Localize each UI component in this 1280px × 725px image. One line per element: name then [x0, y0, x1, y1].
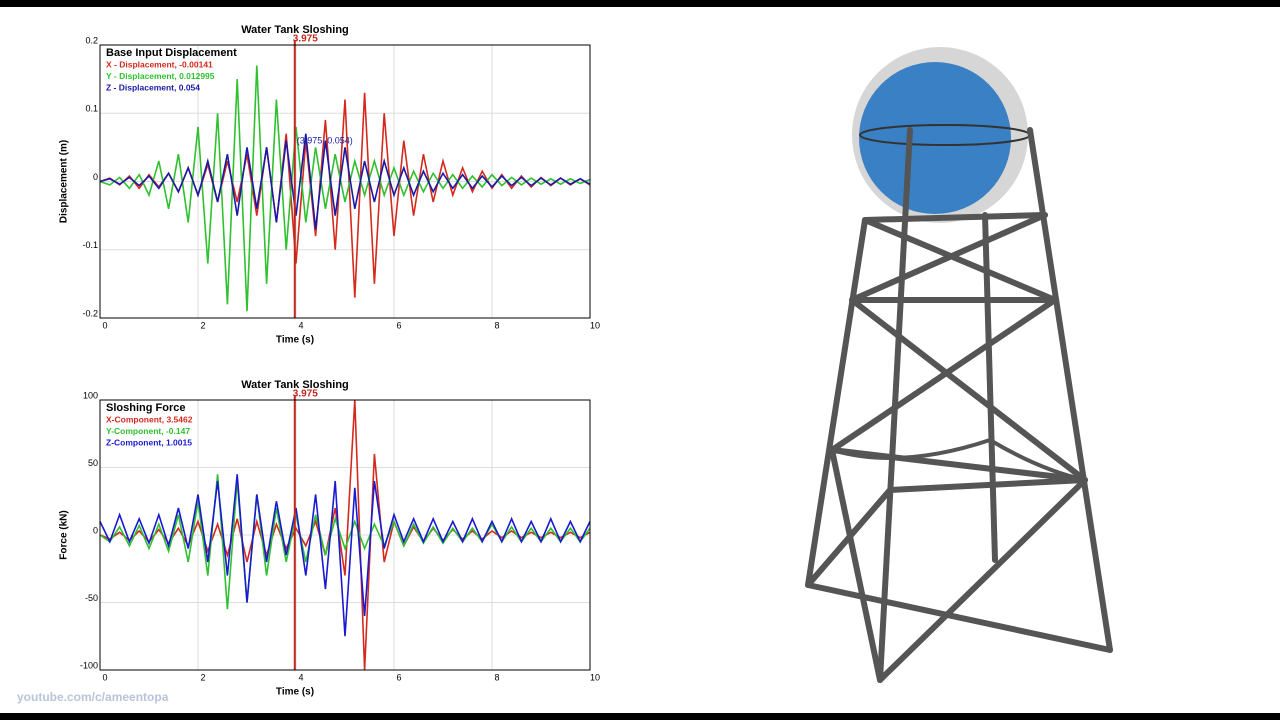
series-line	[99, 65, 591, 312]
legend-title: Base Input Displacement	[106, 47, 237, 59]
series-line	[99, 133, 591, 230]
y-tick-label: 0	[93, 172, 98, 182]
y-tick-label: -0.2	[82, 308, 98, 318]
series-line	[99, 92, 591, 298]
x-axis-label: Time (s)	[276, 687, 314, 698]
x-tick-label: 2	[200, 320, 205, 330]
y-tick-label: -100	[80, 660, 98, 670]
y-tick-label: 0.1	[85, 104, 98, 114]
x-tick-label: 8	[494, 672, 499, 682]
y-axis-label: Displacement (m)	[59, 140, 70, 223]
water-tower-render	[805, 47, 1113, 683]
x-tick-label: 8	[494, 320, 499, 330]
letterbox-top	[0, 0, 1280, 7]
legend-entry: X-Component, 3.5462	[106, 414, 193, 424]
legend-title: Sloshing Force	[106, 402, 185, 414]
x-tick-label: 0	[102, 672, 107, 682]
y-tick-label: 0.2	[85, 35, 98, 45]
cursor-label: 3.975	[293, 389, 318, 400]
x-tick-label: 4	[298, 320, 303, 330]
x-tick-label: 6	[396, 320, 401, 330]
y-tick-label: 50	[88, 458, 98, 468]
legend-entry: Y - Displacement, 0.012995	[106, 71, 215, 81]
chart-title: Water Tank Sloshing	[241, 379, 349, 391]
x-tick-label: 6	[396, 672, 401, 682]
cursor-annotation: (3.975, 0.054)	[297, 135, 353, 145]
x-tick-label: 2	[200, 672, 205, 682]
x-tick-label: 4	[298, 672, 303, 682]
x-axis-label: Time (s)	[276, 335, 314, 346]
x-tick-label: 0	[102, 320, 107, 330]
chart-title: Water Tank Sloshing	[241, 24, 349, 36]
x-tick-label: 10	[590, 320, 600, 330]
series-line	[99, 474, 591, 637]
letterbox-bottom	[0, 713, 1280, 720]
cursor-label: 3.975	[293, 34, 318, 45]
legend-entry: Z - Displacement, 0.054	[106, 82, 200, 92]
y-axis-label: Force (kN)	[59, 510, 70, 559]
y-tick-label: 0	[93, 525, 98, 535]
x-tick-label: 10	[590, 672, 600, 682]
legend-entry: X - Displacement, -0.00141	[106, 59, 213, 69]
y-tick-label: -50	[85, 593, 98, 603]
legend-entry: Z-Component, 1.0015	[106, 437, 192, 447]
plot-frame	[99, 44, 591, 319]
y-tick-label: -0.1	[82, 240, 98, 250]
y-tick-label: 100	[83, 390, 98, 400]
watermark: youtube.com/c/ameentopa	[17, 690, 169, 704]
plot-frame	[99, 399, 591, 671]
series-line	[99, 474, 591, 610]
legend-entry: Y-Component, -0.147	[106, 426, 190, 436]
